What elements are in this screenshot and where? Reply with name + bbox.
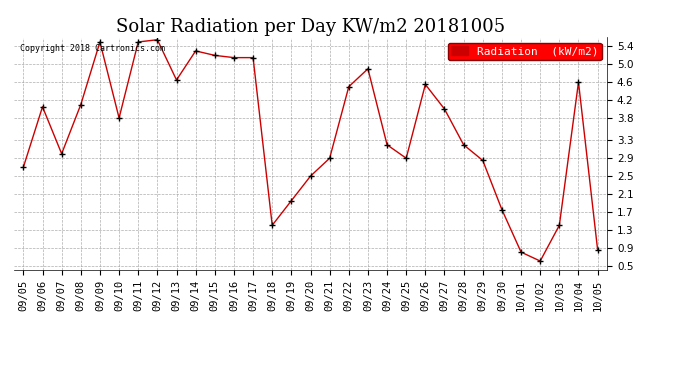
Legend: Radiation  (kW/m2): Radiation (kW/m2)	[448, 43, 602, 60]
Text: Copyright 2018 Cartronics.com: Copyright 2018 Cartronics.com	[20, 45, 165, 54]
Title: Solar Radiation per Day KW/m2 20181005: Solar Radiation per Day KW/m2 20181005	[116, 18, 505, 36]
